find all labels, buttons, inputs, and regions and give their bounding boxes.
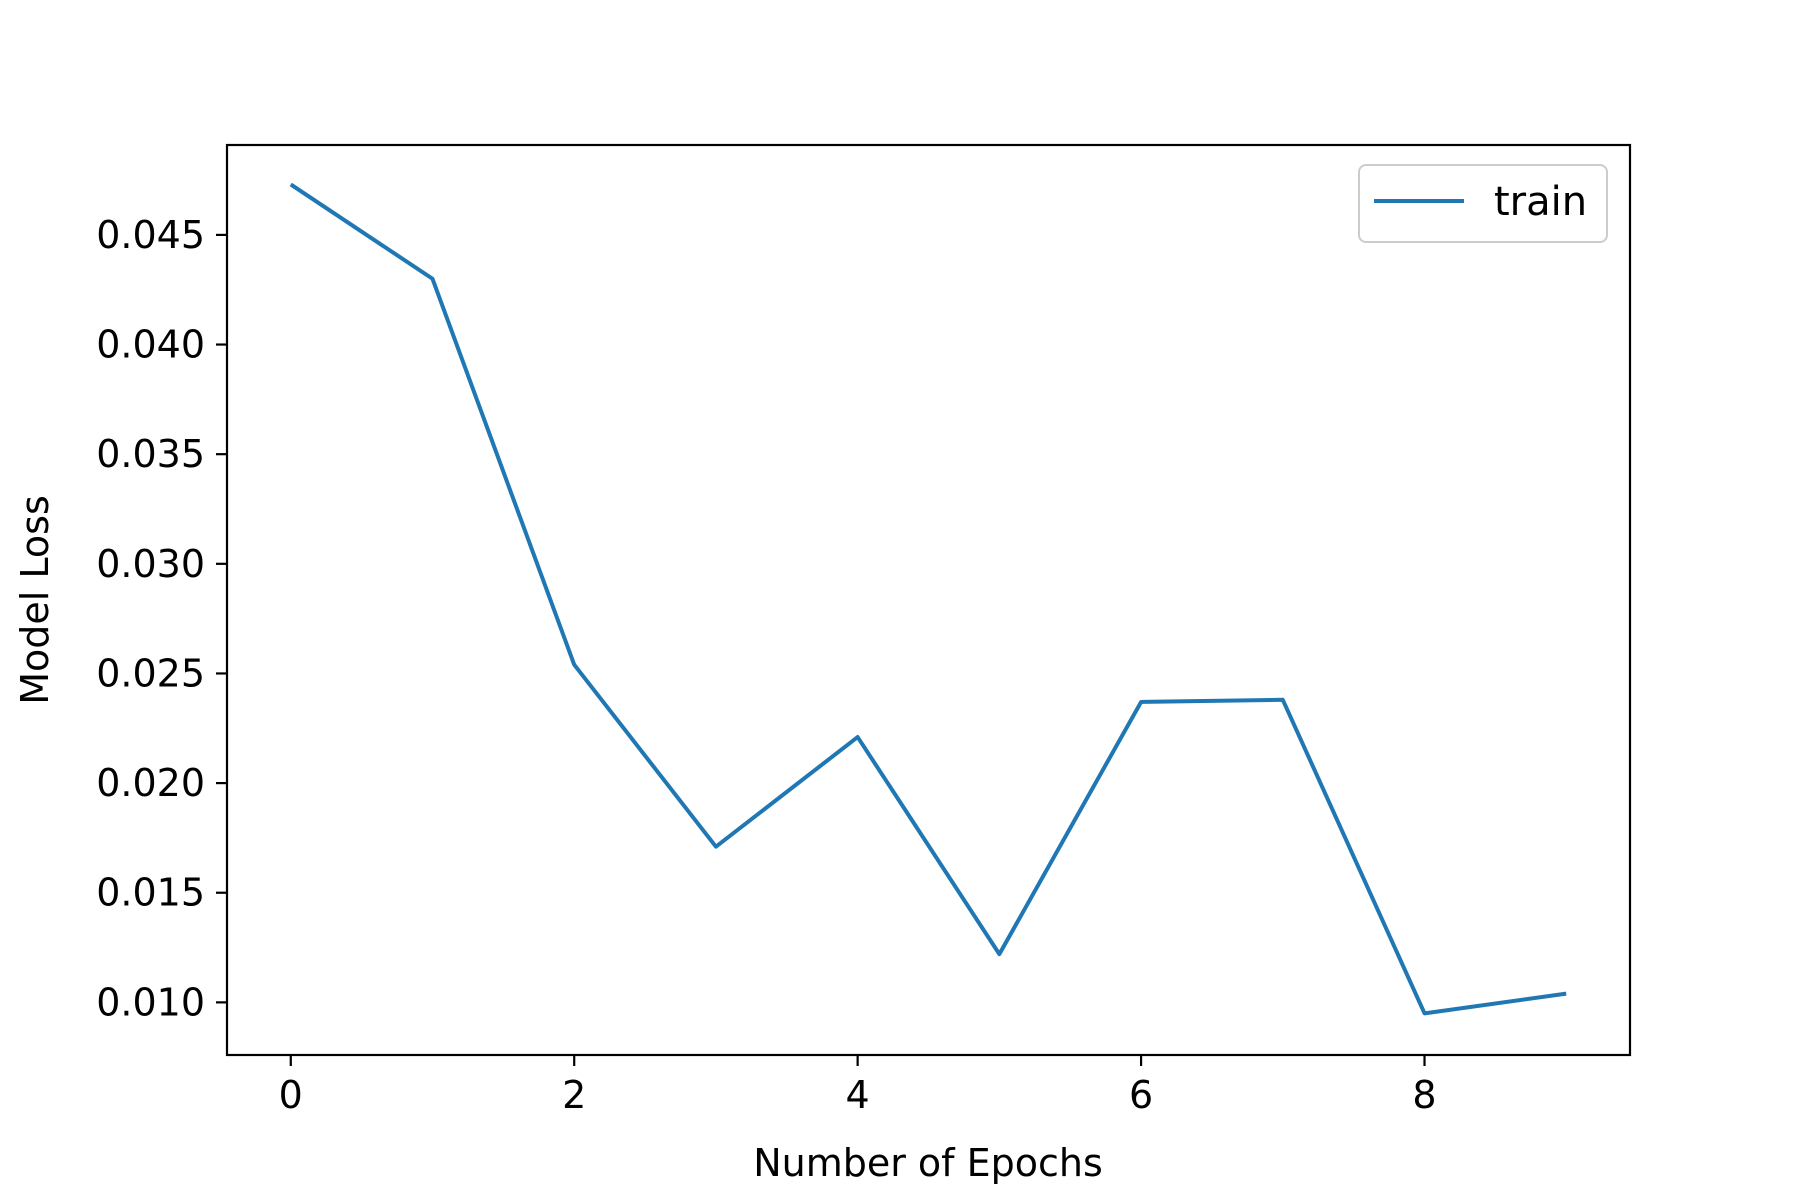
- legend-label-train: train: [1494, 179, 1587, 225]
- x-axis-ticks: 0 2 4 6 8: [279, 1055, 1437, 1117]
- y-tick-label: 0.010: [96, 980, 205, 1024]
- y-tick-label: 0.040: [96, 323, 205, 367]
- x-tick-label: 2: [562, 1073, 586, 1117]
- x-tick-label: 0: [279, 1073, 303, 1117]
- y-tick-label: 0.020: [96, 761, 205, 805]
- x-axis-label: Number of Epochs: [753, 1141, 1103, 1185]
- legend-box: [1358, 164, 1608, 243]
- y-axis-label: Model Loss: [13, 495, 57, 705]
- y-axis-ticks: 0.010 0.015 0.020 0.025 0.030 0.035 0.040 0.045: [96, 213, 227, 1024]
- legend: train: [1358, 164, 1608, 243]
- y-tick-label: 0.015: [96, 871, 205, 915]
- series-layer: [289, 182, 1567, 1016]
- x-tick-label: 4: [846, 1073, 870, 1117]
- series-line-train: [289, 182, 1567, 1016]
- plot-frame: [225, 143, 1632, 1057]
- x-tick-label: 6: [1129, 1073, 1153, 1117]
- y-tick-label: 0.025: [96, 651, 205, 695]
- x-tick-label: 8: [1412, 1073, 1436, 1117]
- y-tick-label: 0.045: [96, 213, 205, 257]
- plot-area: [227, 145, 1630, 1055]
- y-tick-label: 0.030: [96, 542, 205, 586]
- y-tick-label: 0.035: [96, 432, 205, 476]
